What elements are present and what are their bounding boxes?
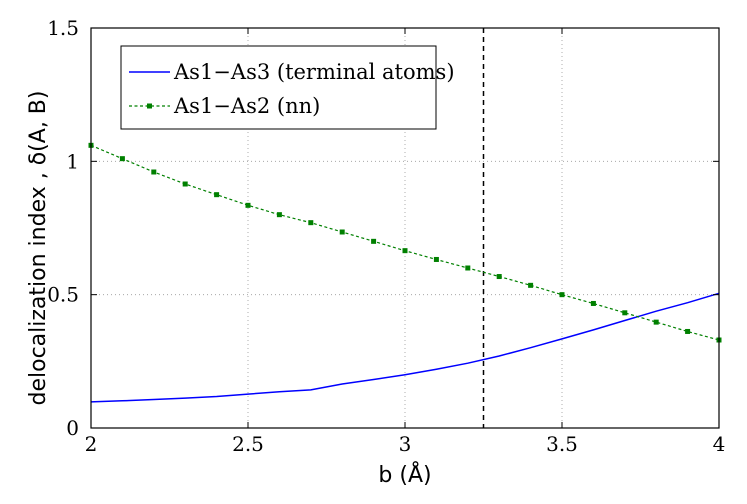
grid-lines bbox=[91, 28, 719, 428]
data-point bbox=[496, 274, 502, 280]
data-point bbox=[371, 238, 377, 244]
x-tick-label: 3.5 bbox=[546, 432, 578, 456]
legend-label-series-1: As1−As3 (terminal atoms) bbox=[173, 60, 455, 84]
series-layer bbox=[88, 142, 722, 403]
data-point bbox=[339, 229, 345, 235]
data-point bbox=[151, 169, 157, 175]
legend-label-series-2: As1−As2 (nn) bbox=[173, 94, 320, 118]
data-point bbox=[528, 282, 534, 288]
x-tick-label: 2.5 bbox=[232, 432, 264, 456]
data-point bbox=[465, 265, 471, 271]
y-tick-label: 1.5 bbox=[47, 16, 79, 40]
x-axis-title: b (Å) bbox=[378, 461, 431, 488]
y-tick-label: 1 bbox=[66, 149, 79, 173]
series-line-1 bbox=[90, 292, 720, 403]
data-point bbox=[653, 319, 659, 325]
data-point bbox=[559, 292, 565, 298]
y-axis-title: delocalization index , δ(A, B) bbox=[26, 91, 51, 406]
data-point bbox=[119, 156, 125, 162]
legend-box bbox=[120, 45, 437, 130]
axis-ticks bbox=[90, 27, 720, 429]
data-point bbox=[308, 220, 314, 226]
x-tick-label: 2 bbox=[85, 432, 98, 456]
data-point bbox=[622, 310, 628, 316]
data-point bbox=[276, 212, 282, 218]
y-tick-label: 0.5 bbox=[47, 283, 79, 307]
y-tick-label: 0 bbox=[66, 416, 79, 440]
data-point bbox=[402, 248, 408, 254]
x-tick-label: 4 bbox=[713, 432, 726, 456]
tick-labels: 2 2.5 3 3.5 4 0 0.5 1 1.5 bbox=[47, 16, 725, 456]
data-point bbox=[433, 256, 439, 262]
legend-marker-series-2 bbox=[147, 103, 152, 109]
legend: As1−As3 (terminal atoms) As1−As2 (nn) bbox=[120, 45, 455, 130]
x-tick-label: 3 bbox=[399, 432, 412, 456]
data-point bbox=[245, 202, 251, 208]
data-point bbox=[182, 181, 188, 187]
data-point bbox=[214, 192, 220, 198]
data-point bbox=[590, 300, 596, 306]
data-point bbox=[685, 328, 691, 334]
